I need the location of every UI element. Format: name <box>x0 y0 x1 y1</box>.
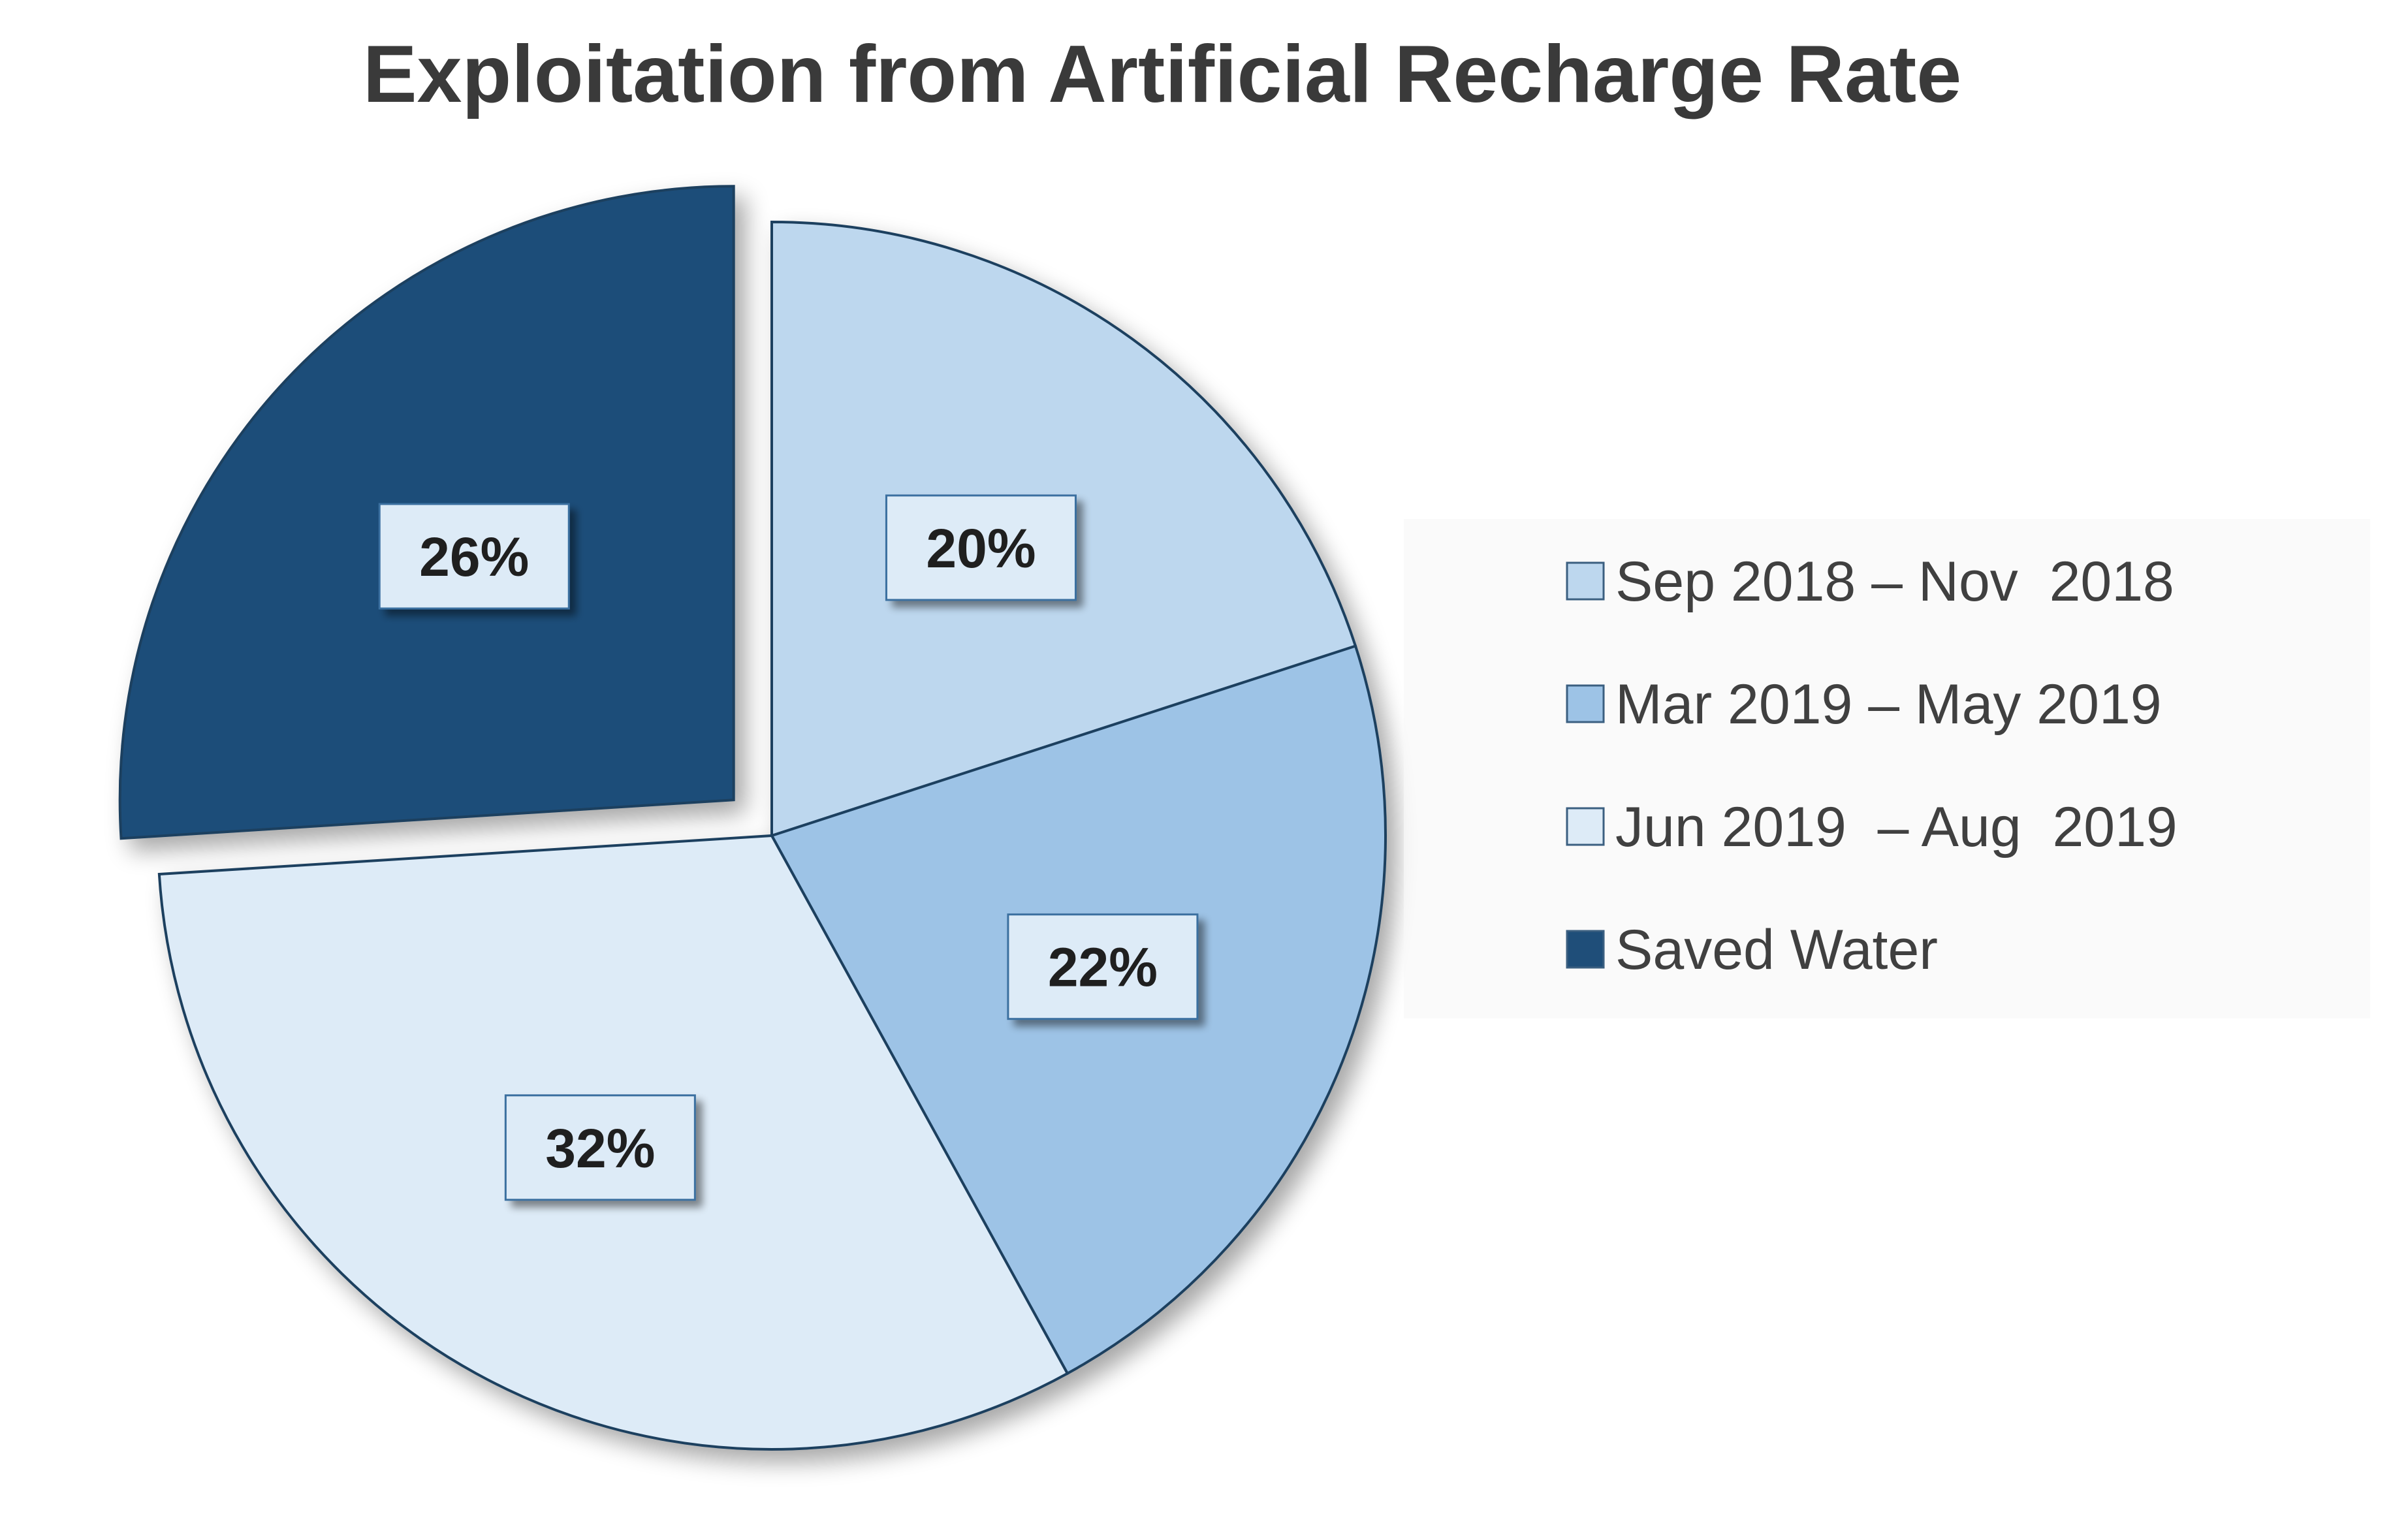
data-label-box <box>504 1094 696 1201</box>
legend-item-mar-2019-may-2019: Mar 2019 – May 2019 <box>1566 673 2162 736</box>
legend-item-saved-water: Saved Water <box>1566 919 1938 981</box>
chart-title: Exploitation from Artificial Recharge Ra… <box>363 29 1961 119</box>
legend-swatch <box>1566 561 1605 601</box>
data-labels: 20% 22% 32% 26% <box>378 494 1199 1201</box>
legend-label: Saved Water <box>1615 919 1938 981</box>
legend-box <box>1404 519 2370 1018</box>
data-label-box <box>885 494 1077 601</box>
legend-item-jun-2019-aug-2019: Jun 2019 – Aug 2019 <box>1566 796 2178 859</box>
legend-swatch <box>1566 930 1605 969</box>
legend-label: Mar 2019 – May 2019 <box>1615 673 2162 736</box>
data-label-box <box>1007 913 1199 1020</box>
data-label-text: 22% <box>1048 937 1158 998</box>
legend-label: Jun 2019 – Aug 2019 <box>1615 796 2178 859</box>
legend-label: Sep 2018 – Nov 2018 <box>1615 550 2174 613</box>
legend: Sep 2018 – Nov 2018 Mar 2019 – May 2019 Ju… <box>1566 550 2178 981</box>
data-label-mar-2019-may-2019: 22% <box>1007 913 1199 1020</box>
data-label-text: 32% <box>545 1118 655 1179</box>
data-label-sep-2018-nov-2018: 20% <box>885 494 1077 601</box>
legend-item-sep-2018-nov-2018: Sep 2018 – Nov 2018 <box>1566 550 2174 613</box>
legend-swatch <box>1566 684 1605 723</box>
data-label-jun-2019-aug-2019: 32% <box>504 1094 696 1201</box>
legend-swatch <box>1566 807 1605 846</box>
data-label-box <box>378 503 570 610</box>
pie-slices <box>118 185 1387 1451</box>
data-label-saved-water: 26% <box>378 503 570 610</box>
data-label-text: 20% <box>926 518 1036 579</box>
data-label-text: 26% <box>419 526 529 588</box>
